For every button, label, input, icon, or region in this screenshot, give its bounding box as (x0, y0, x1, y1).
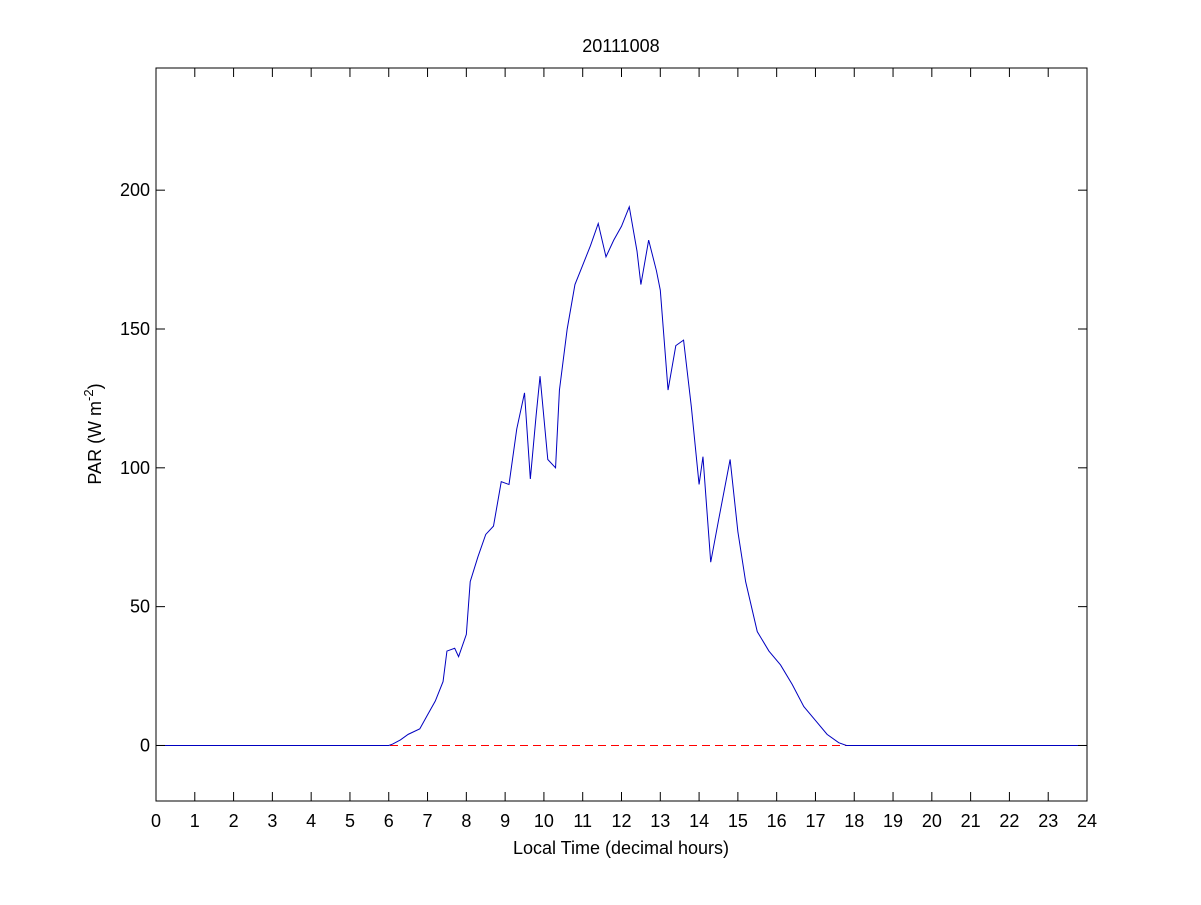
x-tick-label: 6 (384, 811, 394, 831)
x-tick-label: 18 (844, 811, 864, 831)
x-tick-label: 2 (229, 811, 239, 831)
x-tick-label: 10 (534, 811, 554, 831)
x-tick-label: 24 (1077, 811, 1097, 831)
x-tick-label: 13 (650, 811, 670, 831)
data-line (156, 205, 1087, 746)
y-axis-label: PAR (W m-2) (81, 383, 105, 484)
y-tick-label: 200 (120, 180, 150, 200)
y-label-text: PAR (W m (85, 401, 105, 485)
x-tick-label: 15 (728, 811, 748, 831)
x-tick-label: 7 (423, 811, 433, 831)
x-tick-label: 17 (805, 811, 825, 831)
x-axis-label: Local Time (decimal hours) (513, 838, 729, 858)
x-tick-label: 16 (767, 811, 787, 831)
x-tick-label: 3 (267, 811, 277, 831)
y-tick-label: 0 (140, 735, 150, 755)
x-tick-label: 8 (461, 811, 471, 831)
y-tick-label: 50 (130, 597, 150, 617)
x-tick-label: 1 (190, 811, 200, 831)
y-label-suffix: ) (85, 383, 105, 389)
x-tick-label: 19 (883, 811, 903, 831)
x-tick-label: 5 (345, 811, 355, 831)
x-tick-label: 14 (689, 811, 709, 831)
x-tick-label: 21 (961, 811, 981, 831)
x-tick-label: 11 (573, 811, 592, 831)
y-tick-label: 150 (120, 319, 150, 339)
x-tick-label: 22 (999, 811, 1019, 831)
x-tick-label: 20 (922, 811, 942, 831)
chart-title: 20111008 (582, 36, 659, 56)
y-label-sup: -2 (81, 389, 96, 401)
x-tick-label: 9 (500, 811, 510, 831)
x-tick-label: 0 (151, 811, 161, 831)
x-tick-label: 4 (306, 811, 316, 831)
x-tick-label: 12 (611, 811, 631, 831)
y-tick-label: 100 (120, 458, 150, 478)
x-tick-label: 23 (1038, 811, 1058, 831)
